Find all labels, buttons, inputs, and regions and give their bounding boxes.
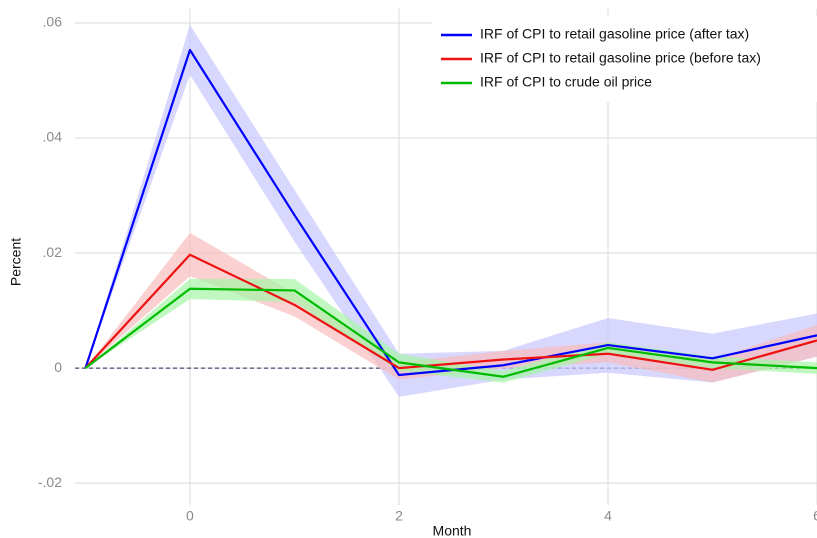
x-tick-label: 6 [813, 508, 817, 524]
x-tick-label: 2 [395, 508, 403, 524]
x-tick-label: 4 [604, 508, 612, 524]
x-tick-label: 0 [186, 508, 194, 524]
y-tick-label: .02 [43, 244, 63, 260]
x-axis-title: Month [433, 523, 472, 538]
y-tick-label: .04 [43, 129, 63, 145]
line [84, 253, 817, 371]
legend-label: IRF of CPI to crude oil price [480, 74, 652, 90]
line [84, 287, 817, 378]
y-tick-label: -.02 [38, 474, 62, 490]
y-tick-label: 0 [54, 359, 62, 375]
legend-label: IRF of CPI to retail gasoline price (bef… [480, 50, 761, 66]
legend-label: IRF of CPI to retail gasoline price (aft… [480, 26, 749, 42]
confidence-band [85, 278, 817, 383]
y-axis-title: Percent [8, 238, 24, 286]
legend-box [432, 16, 817, 102]
y-tick-label: .06 [43, 14, 63, 30]
